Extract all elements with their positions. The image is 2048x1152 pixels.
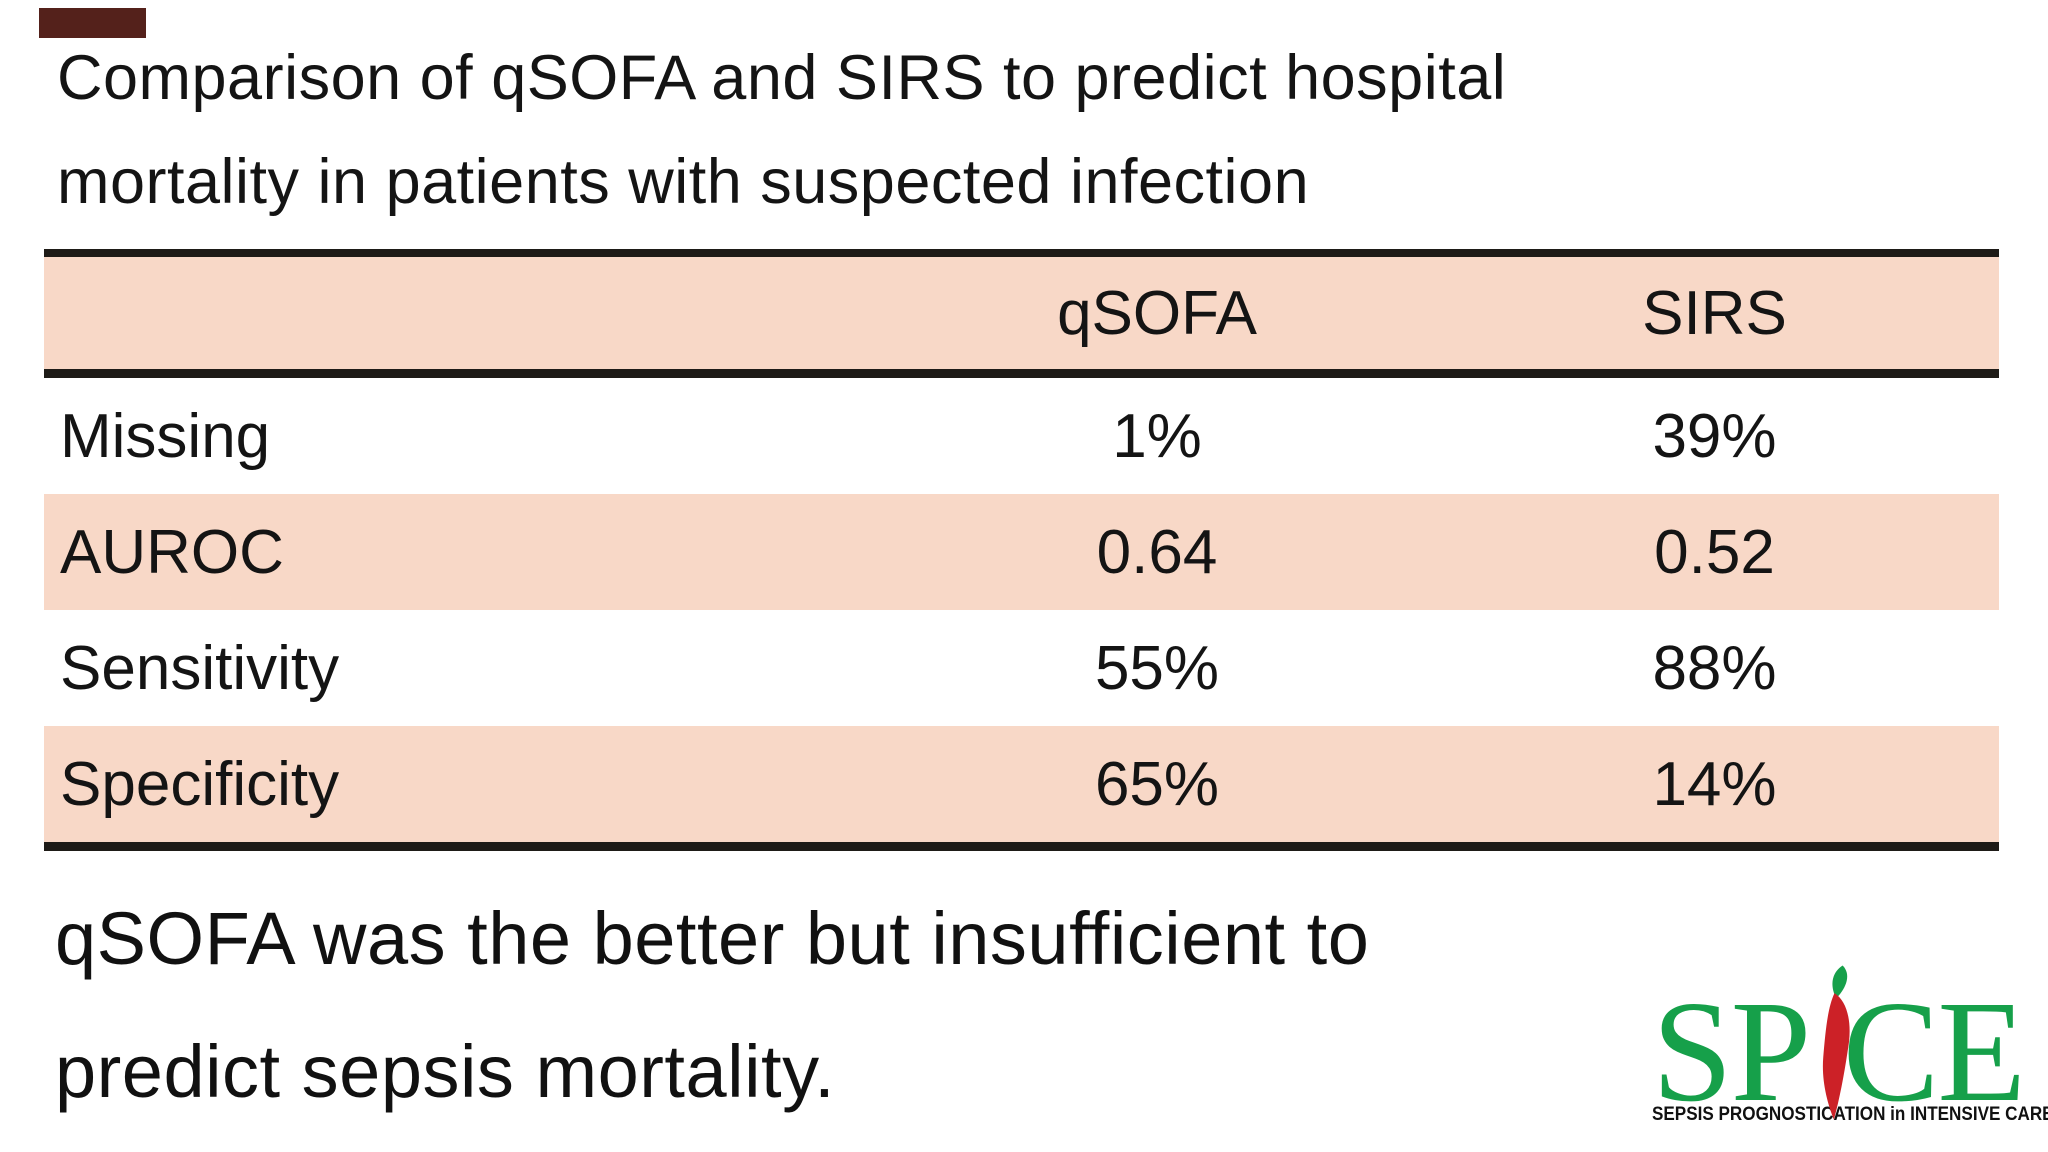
table-row-sensitivity: Sensitivity 55% 88% (44, 610, 1999, 726)
logo-tagline: SEPSIS PROGNOSTICATION in INTENSIVE CARE… (1652, 1104, 2048, 1125)
table-bottom-rule (44, 842, 1999, 851)
conclusion-line-1: qSOFA was the better but insufficient to (55, 897, 1370, 980)
table-row-missing: Missing 1% 39% (44, 378, 1999, 494)
table-row-auroc: AUROC 0.64 0.52 (44, 494, 1999, 610)
cell-qsofa: 55% (1094, 633, 1220, 703)
header-cell-sirs: SIRS (1642, 278, 1787, 348)
table-header-row: qSOFA SIRS (44, 257, 1999, 369)
cell-sirs: 14% (1652, 749, 1777, 819)
conclusion-line-2: predict sepsis mortality. (55, 1030, 836, 1113)
cell-sirs: 0.52 (1654, 517, 1775, 587)
comparison-table: qSOFA SIRS Missing 1% 39% AUROC 0.64 0.5… (44, 249, 1999, 851)
row-label: Missing (60, 401, 271, 471)
logo-text-ce: CE (1842, 972, 2026, 1132)
spice-logo: SP CE SEPSIS PROGNOSTICATION in INTENSIV… (1652, 962, 2048, 1132)
cell-qsofa: 1% (1112, 401, 1202, 471)
cell-qsofa: 65% (1094, 749, 1220, 819)
title-line-1: Comparison of qSOFA and SIRS to predict … (57, 43, 1507, 113)
row-label: Sensitivity (60, 633, 340, 703)
slide-title: Comparison of qSOFA and SIRS to predict … (57, 26, 1506, 234)
logo-text-sp: SP (1652, 972, 1811, 1132)
row-label: Specificity (60, 749, 340, 819)
chili-pepper-icon (1822, 965, 1850, 1120)
cell-sirs: 88% (1652, 633, 1777, 703)
cell-qsofa: 0.64 (1096, 517, 1218, 587)
conclusion-text: qSOFA was the better but insufficient to… (55, 872, 1369, 1138)
title-line-2: mortality in patients with suspected inf… (57, 147, 1310, 217)
corner-marker (39, 8, 146, 38)
table-header-rule (44, 369, 1999, 378)
table-top-rule (44, 249, 1999, 257)
header-cell-qsofa: qSOFA (1057, 278, 1257, 348)
table-row-specificity: Specificity 65% 14% (44, 726, 1999, 842)
row-label: AUROC (60, 517, 284, 587)
cell-sirs: 39% (1652, 401, 1777, 471)
